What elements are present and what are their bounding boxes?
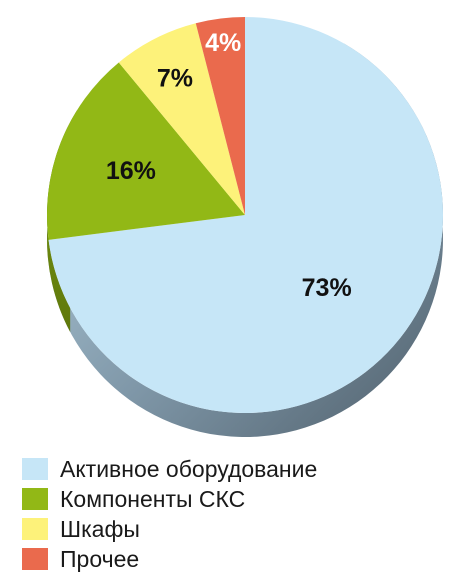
legend: Активное оборудование Компоненты СКС Шка… [22,454,317,574]
legend-label: Шкафы [60,515,140,542]
pie-slice [48,17,444,413]
legend-label: Компоненты СКС [60,485,246,512]
pie-data-label: 16% [106,157,156,185]
pie-data-label: 7% [157,64,193,92]
pie-slice [118,23,245,215]
legend-swatch [22,548,48,570]
pie-slice [195,17,245,215]
legend-item-active-equipment: Активное оборудование [22,454,317,484]
pie-slice [47,62,246,240]
legend-item-cabinets: Шкафы [22,514,317,544]
pie-data-label: 4% [205,29,241,57]
pie-data-labels: 73% 16% 7% 4% [106,29,352,302]
legend-swatch [22,488,48,510]
legend-label: Прочее [60,545,140,572]
legend-swatch [22,458,48,480]
pie-slices [47,17,444,413]
legend-item-other: Прочее [22,544,317,574]
pie-chart: 73% 16% 7% 4% [46,17,444,437]
legend-label: Активное оборудование [60,455,318,482]
legend-item-scs-components: Компоненты СКС [22,484,317,514]
legend-swatch [22,518,48,540]
pie-data-label: 73% [302,274,352,302]
